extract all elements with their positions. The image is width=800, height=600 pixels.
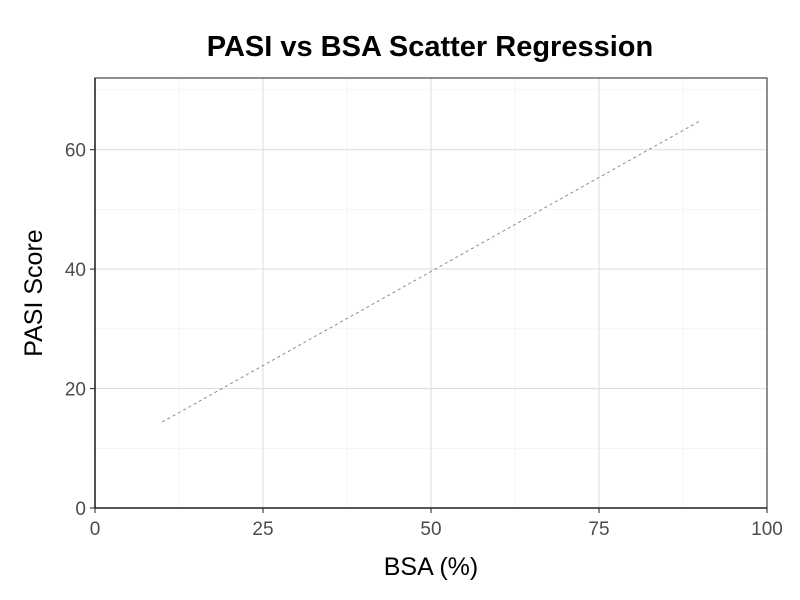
x-tick-label: 100	[751, 519, 783, 540]
x-tick-label: 0	[90, 519, 101, 540]
marks	[161, 120, 701, 423]
y-tick-label: 60	[65, 141, 86, 162]
x-axis-label: BSA (%)	[384, 553, 478, 581]
regression-line	[161, 120, 701, 423]
y-axis-label: PASI Score	[20, 229, 48, 356]
y-tick-label: 40	[65, 260, 86, 281]
x-tick-label: 50	[420, 519, 441, 540]
x-tick-label: 25	[252, 519, 273, 540]
x-tick-label: 75	[588, 519, 609, 540]
y-tick-label: 20	[65, 380, 86, 401]
chart-title: PASI vs BSA Scatter Regression	[207, 31, 653, 63]
y-tick-label: 0	[75, 499, 86, 520]
grid	[94, 78, 768, 509]
axes: 0 25 50 75 100 0 20 40 60	[65, 78, 783, 540]
